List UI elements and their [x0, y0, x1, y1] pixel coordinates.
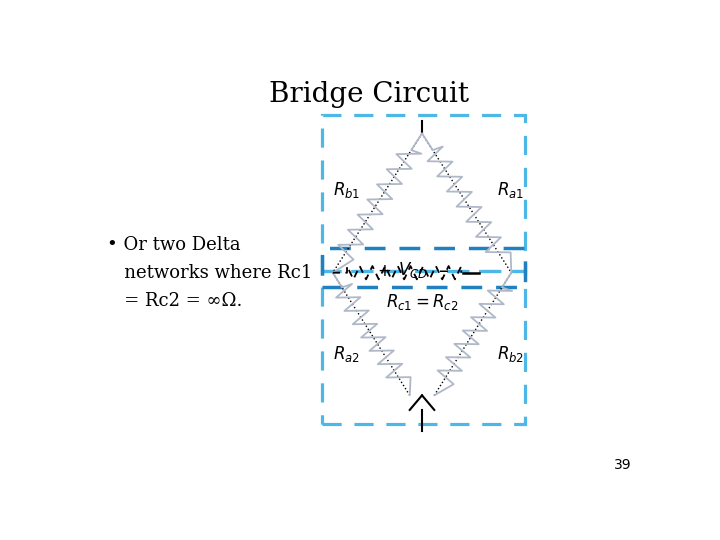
Text: $R_{b2}$: $R_{b2}$	[498, 344, 525, 364]
Text: $R_{c1} = R_{c2}$: $R_{c1} = R_{c2}$	[386, 292, 458, 312]
Bar	[322, 271, 526, 424]
Text: • Or two Delta
   networks where Rc1
   = Rc2 = ∞Ω.: • Or two Delta networks where Rc1 = Rc2 …	[107, 236, 312, 309]
Text: +: +	[378, 262, 392, 280]
Bar	[322, 114, 526, 271]
Text: $R_{a2}$: $R_{a2}$	[333, 344, 360, 364]
Text: $R_{b1}$: $R_{b1}$	[333, 179, 360, 200]
Text: $V_{CD}$: $V_{CD}$	[397, 260, 428, 280]
Text: $R_{a1}$: $R_{a1}$	[498, 179, 524, 200]
Bar	[322, 248, 526, 287]
Text: Bridge Circuit: Bridge Circuit	[269, 82, 469, 109]
Text: –: –	[439, 262, 449, 281]
Text: 39: 39	[613, 458, 631, 472]
